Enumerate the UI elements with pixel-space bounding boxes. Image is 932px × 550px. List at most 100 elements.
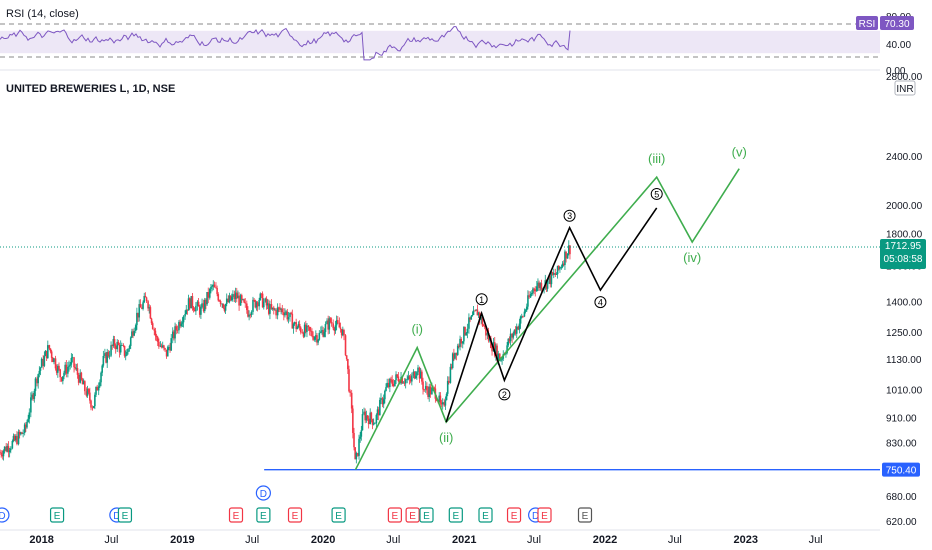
candle-body xyxy=(546,280,549,289)
candle-body xyxy=(222,303,225,308)
candle-body xyxy=(446,380,449,394)
candle-body xyxy=(468,317,470,329)
earnings-marker[interactable] xyxy=(478,507,493,523)
candle-body xyxy=(1,454,4,457)
candle-body xyxy=(249,314,252,316)
candle-body xyxy=(424,386,427,390)
time-tick-label: 2019 xyxy=(170,534,194,546)
earnings-marker[interactable] xyxy=(256,507,271,523)
candle-body xyxy=(47,345,49,359)
candle-body xyxy=(562,263,565,265)
time-tick-label: Jul xyxy=(104,534,118,546)
candle-body xyxy=(34,378,37,391)
time-tick-label: Jul xyxy=(245,534,259,546)
black-wave-label: 3 xyxy=(567,211,572,221)
candle-body xyxy=(500,359,502,361)
candle-body xyxy=(193,309,196,312)
earnings-marker[interactable] xyxy=(419,507,434,523)
candle-body xyxy=(320,331,322,333)
candle-body xyxy=(31,394,33,398)
candle-body xyxy=(122,345,125,346)
candle-body xyxy=(160,345,163,348)
earnings-marker[interactable] xyxy=(537,507,552,523)
dividend-marker[interactable] xyxy=(0,507,10,523)
candle-body xyxy=(151,323,154,330)
candle-body xyxy=(150,318,153,324)
candle-body xyxy=(89,392,91,401)
candle-body xyxy=(38,370,41,375)
event-marker-letter: E xyxy=(582,511,589,522)
earnings-marker[interactable] xyxy=(331,507,346,523)
earnings-marker[interactable] xyxy=(577,507,593,523)
candle-body xyxy=(340,329,343,336)
candle-body xyxy=(461,341,464,344)
candle-body xyxy=(555,274,558,275)
earnings-marker[interactable] xyxy=(405,507,420,523)
event-marker-letter: E xyxy=(292,511,299,522)
earnings-marker[interactable] xyxy=(287,507,303,523)
candle-body xyxy=(554,273,557,275)
earnings-marker[interactable] xyxy=(506,507,522,523)
candle-body xyxy=(92,406,95,408)
candle-body xyxy=(417,367,419,373)
event-marker-letter: E xyxy=(409,511,416,522)
candle-body xyxy=(104,353,106,356)
candle-body xyxy=(243,299,245,303)
green-wave-path[interactable] xyxy=(354,168,740,471)
candle-body xyxy=(87,389,90,393)
price-tick-label: 1130.00 xyxy=(886,355,922,366)
event-marker-letter: E xyxy=(260,511,267,522)
candle-body xyxy=(63,372,65,377)
candle-body xyxy=(221,303,223,305)
candle-body xyxy=(512,333,515,338)
candle-body xyxy=(246,303,248,311)
candle-body xyxy=(79,372,82,383)
candle-body xyxy=(82,381,85,385)
candle-body xyxy=(205,299,207,305)
candle-body xyxy=(165,349,168,357)
candle-body xyxy=(247,310,249,317)
candle-body xyxy=(474,310,476,312)
candle-body xyxy=(184,314,186,317)
candle-body xyxy=(286,311,289,320)
candle-body xyxy=(496,345,498,361)
candle-body xyxy=(297,323,300,328)
candle-body xyxy=(477,312,480,316)
candle-body xyxy=(469,317,471,320)
candle-body xyxy=(493,342,496,356)
candle-body xyxy=(342,330,344,336)
candle-body xyxy=(476,309,479,316)
candle-body xyxy=(106,352,109,363)
candle-body xyxy=(185,309,188,315)
candle-body xyxy=(550,272,553,285)
candle-body xyxy=(240,295,243,300)
candle-body xyxy=(97,386,100,391)
currency-box[interactable] xyxy=(894,80,916,96)
candle-body xyxy=(20,432,22,435)
candle-body xyxy=(337,320,339,323)
candle-body xyxy=(475,309,478,311)
symbol-title: UNITED BREWERIES L, 1D, NSE xyxy=(6,83,175,95)
earnings-marker[interactable] xyxy=(387,507,402,523)
event-marker-letter: E xyxy=(482,511,489,522)
earnings-marker[interactable] xyxy=(228,507,244,523)
candle-body xyxy=(250,311,253,315)
candle-body xyxy=(451,353,454,368)
candle-body xyxy=(545,280,548,289)
time-axis[interactable]: 2018 Jul 2019 Jul 2020 Jul 2021 Jul 2022 Jul 2023 J… xyxy=(29,534,822,546)
candle-body xyxy=(71,357,74,359)
support-badge-box xyxy=(882,462,920,477)
candle-body xyxy=(520,316,523,318)
earnings-marker[interactable] xyxy=(49,507,65,523)
candle-body xyxy=(278,307,280,309)
candle-body xyxy=(380,398,382,400)
earnings-marker[interactable] xyxy=(117,507,133,523)
dividend-marker[interactable] xyxy=(255,485,271,501)
green-wave-label: (ii) xyxy=(439,430,453,445)
event-marker-letter: E xyxy=(122,511,129,522)
black-wave-path[interactable] xyxy=(445,207,658,423)
candle-body xyxy=(529,294,532,298)
candle-body xyxy=(364,411,366,421)
earnings-marker[interactable] xyxy=(448,507,463,523)
